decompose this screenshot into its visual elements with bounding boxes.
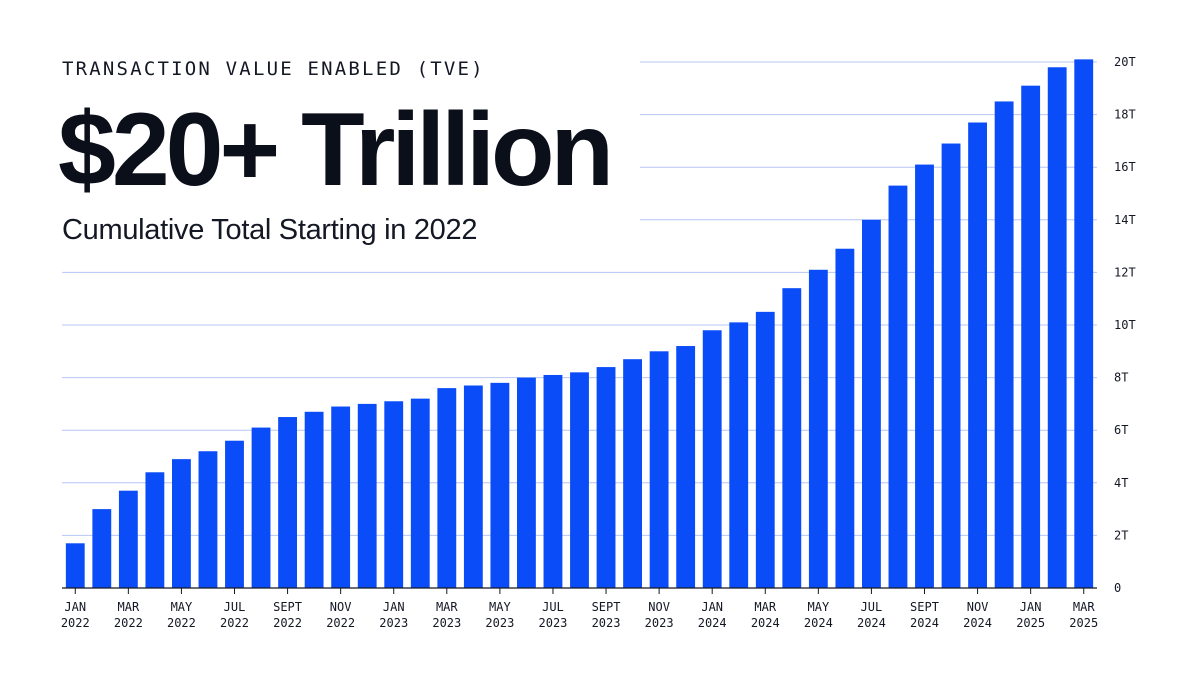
y-tick-label: 8T [1114,371,1128,385]
bar [463,385,483,588]
x-tick-label-month: NOV [648,600,670,614]
x-tick-label-month: JUL [542,600,564,614]
x-tick-label-year: 2023 [432,616,461,630]
bar [570,372,589,588]
x-tick-label-month: MAY [489,600,511,614]
x-tick-label-year: 2024 [804,616,833,630]
bar [835,248,855,589]
bar [490,382,510,588]
x-tick-label-year: 2023 [645,616,674,630]
y-tick-label: 0 [1114,581,1121,595]
bar [304,411,324,588]
x-axis [62,587,1097,594]
x-tick-label-year: 2023 [485,616,514,630]
bar [437,388,457,588]
y-tick-label: 14T [1114,213,1136,227]
bar [1047,67,1067,588]
bar [1074,59,1094,589]
x-tick-label-year: 2024 [698,616,727,630]
x-tick-label-year: 2022 [220,616,249,630]
chart-eyebrow-title: TRANSACTION VALUE ENABLED (TVE) [62,58,485,80]
x-tick-label-month: MAY [808,600,830,614]
bar [808,269,828,588]
bar [92,509,112,588]
headline-total: $20+ Trillion [58,92,614,208]
bar [172,459,191,588]
bar [331,406,351,588]
x-tick-label-year: 2024 [751,616,780,630]
x-tick-label-year: 2023 [379,616,408,630]
x-tick-label-year: 2022 [326,616,355,630]
x-tick-label-month: JUL [861,600,883,614]
bar [862,219,881,589]
chart-subtitle: Cumulative Total Starting in 2022 [62,214,478,246]
x-tick-label-year: 2024 [857,616,886,630]
x-tick-label-month: NOV [330,600,352,614]
bar [968,122,987,589]
x-tick-label-year: 2025 [1016,616,1045,630]
x-tick-label-year: 2022 [167,616,196,630]
x-axis-tick-labels: JAN 2022 MAR 2022 MAY 2022 JUL 2022 SEPT 2022 NOV 2… [61,600,1098,630]
x-tick-label-year: 2024 [910,616,939,630]
x-tick-label-year: 2025 [1069,616,1098,630]
x-tick-label-year: 2022 [61,616,90,630]
x-tick-label-month: JAN [1020,600,1042,614]
x-tick-label-month: SEPT [592,600,621,614]
bar [1021,85,1041,589]
x-tick-label-month: NOV [967,600,989,614]
bar [915,164,934,588]
bar [118,490,138,588]
x-tick-label-month: MAR [1073,600,1095,614]
bar [410,398,430,588]
x-tick-label-month: JAN [64,600,86,614]
x-tick-label-month: MAY [171,600,193,614]
bar [225,440,244,588]
bar [941,143,961,588]
x-tick-label-year: 2023 [592,616,621,630]
x-tick-label-month: JAN [383,600,405,614]
bar [278,417,297,588]
x-tick-label-year: 2024 [963,616,992,630]
y-tick-label: 2T [1114,528,1128,542]
bar [384,401,404,588]
bar [198,451,218,588]
bar [623,359,642,588]
bar [888,185,908,589]
bar [676,346,696,588]
x-tick-label-month: JUL [224,600,246,614]
bar [782,288,802,588]
bar [596,367,616,588]
y-tick-label: 10T [1114,318,1136,332]
bar [994,101,1014,588]
y-tick-label: 18T [1114,108,1136,122]
bar [357,403,377,588]
bar [517,377,536,588]
x-tick-label-year: 2022 [114,616,143,630]
bar [543,374,563,588]
x-tick-label-month: SEPT [910,600,939,614]
y-tick-label: 20T [1114,55,1136,69]
bars [65,59,1094,589]
x-tick-label-month: JAN [701,600,723,614]
bar [145,472,165,588]
y-tick-label: 4T [1114,476,1128,490]
x-tick-label-month: MAR [436,600,458,614]
bar [649,351,669,588]
bar [755,311,775,588]
bar [702,330,722,588]
y-axis-tick-labels: 0 2T 4T 6T 8T 10T 12T 14T 16T 18T 20T [1114,55,1136,595]
x-tick-label-month: MAR [754,600,776,614]
x-tick-label-month: MAR [118,600,140,614]
bar [729,322,749,588]
x-tick-label-month: SEPT [273,600,302,614]
x-tick-label-year: 2023 [539,616,568,630]
bar [251,427,271,588]
y-tick-label: 12T [1114,265,1136,279]
x-tick-label-year: 2022 [273,616,302,630]
y-tick-label: 6T [1114,423,1128,437]
bar [65,543,85,588]
y-tick-label: 16T [1114,160,1136,174]
